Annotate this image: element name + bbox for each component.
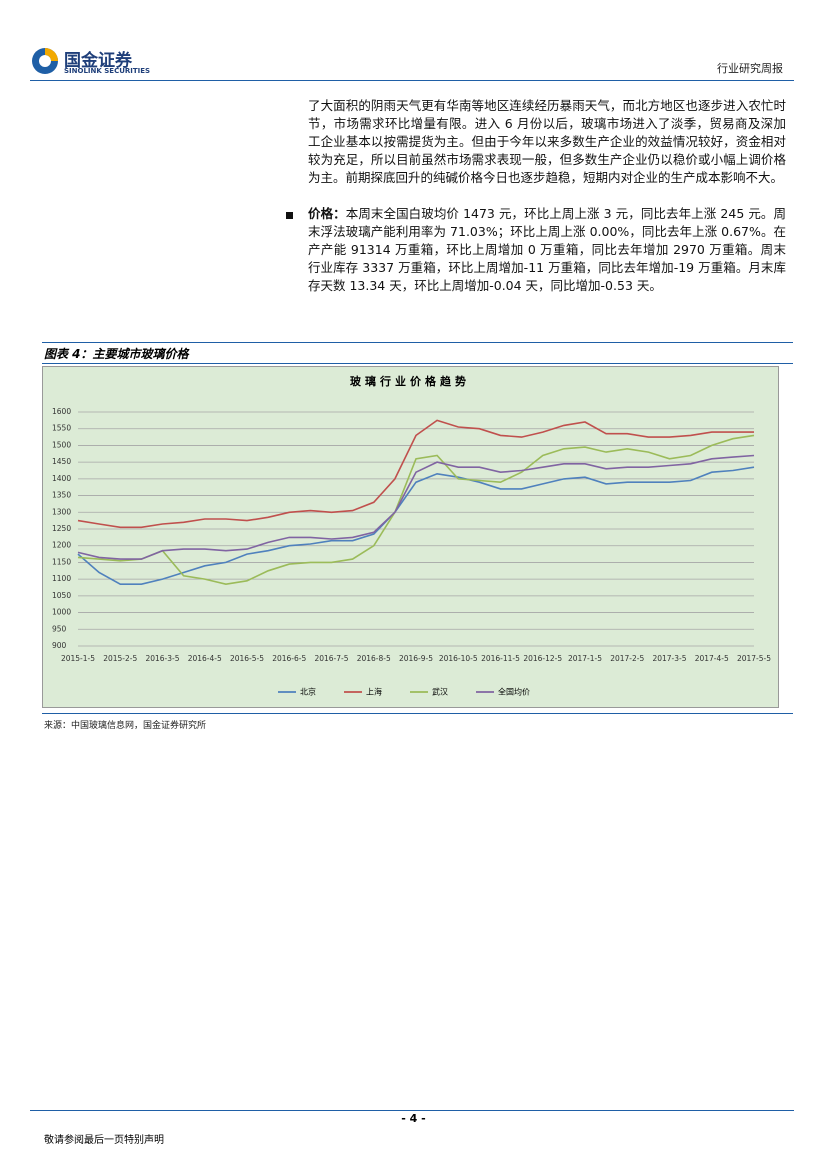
series-line: [77, 419, 754, 529]
x-tick-label: 2016-5-5: [230, 654, 264, 663]
x-tick-label: 2017-3-5: [652, 654, 686, 663]
x-tick-label: 2016-9-5: [399, 654, 433, 663]
y-tick-label: 1350: [52, 491, 71, 500]
y-tick-label: 1550: [52, 424, 71, 433]
y-tick-label: 1000: [52, 608, 71, 617]
x-tick-label: 2016-12-5: [523, 654, 562, 663]
footer-rule: [30, 1110, 794, 1111]
x-tick-label: 2016-6-5: [272, 654, 306, 663]
series-line: [77, 466, 755, 585]
x-tick-label: 2017-2-5: [610, 654, 644, 663]
x-tick-label: 2017-4-5: [695, 654, 729, 663]
report-type: 行业研究周报: [717, 62, 783, 75]
x-tick-label: 2016-4-5: [188, 654, 222, 663]
y-tick-label: 950: [52, 624, 67, 633]
header-rule: [30, 80, 794, 81]
y-tick-label: 1500: [52, 440, 71, 449]
series-line: [77, 434, 755, 586]
chart-frame: [42, 366, 779, 708]
chart: 玻璃行业价格趋势 900 950 1000 1050 1100 1150 1200 1250 1…: [42, 366, 779, 708]
x-tick-label: 2016-11-5: [481, 654, 520, 663]
x-tick-label: 2016-8-5: [357, 654, 391, 663]
logo-en: SINOLINK SECURITIES: [64, 67, 151, 75]
y-tick-label: 1100: [52, 574, 71, 583]
disclaimer: 敬请参阅最后一页特别声明: [44, 1135, 164, 1146]
chart-title: 玻璃行业价格趋势: [350, 374, 470, 388]
series-line: [77, 454, 755, 560]
x-tick-label: 2016-10-5: [439, 654, 478, 663]
paragraph: 了大面积的阴雨天气更有华南等地区连续经历暴雨天气，而北方地区也逐步进入农忙时节，…: [308, 98, 786, 185]
x-tick-label: 2015-2-5: [103, 654, 137, 663]
y-tick-label: 900: [52, 641, 67, 650]
bullet-label: 价格：: [308, 206, 346, 221]
y-tick-label: 1450: [52, 457, 71, 466]
figure-source: 来源：中国玻璃信息网，国金证券研究所: [44, 721, 207, 731]
legend-label: 北京: [300, 687, 316, 697]
y-tick-label: 1050: [52, 591, 71, 600]
bullet-text: 价格：本周末全国白玻均价 1473 元，环比上周上涨 3 元，同比去年上涨 24…: [308, 205, 786, 295]
legend-label: 上海: [366, 687, 382, 697]
bullet: [286, 212, 293, 219]
x-tick-label: 2017-1-5: [568, 654, 602, 663]
legend-label: 武汉: [432, 687, 448, 697]
y-tick-label: 1150: [52, 557, 71, 566]
figure-rule: [42, 713, 793, 714]
y-tick-label: 1200: [52, 541, 71, 550]
bullet-body: 本周末全国白玻均价 1473 元，环比上周上涨 3 元，同比去年上涨 245 元…: [308, 206, 786, 293]
figure-rule: [42, 363, 793, 364]
x-tick-label: 2017-5-5: [737, 654, 771, 663]
y-tick-label: 1600: [52, 407, 71, 416]
y-tick-label: 1250: [52, 524, 71, 533]
x-tick-label: 2015-1-5: [61, 654, 95, 663]
figure-rule: [42, 342, 793, 343]
x-tick-label: 2016-3-5: [145, 654, 179, 663]
y-tick-label: 1400: [52, 474, 71, 483]
figure-title: 图表 4：主要城市玻璃价格: [44, 347, 189, 361]
y-tick-label: 1300: [52, 507, 71, 516]
x-tick-label: 2016-7-5: [314, 654, 348, 663]
logo-icon: [32, 48, 58, 74]
legend-label: 全国均价: [498, 687, 530, 697]
logo-cn: 国金证券: [64, 51, 132, 71]
page-number: - 4 -: [401, 1112, 426, 1125]
